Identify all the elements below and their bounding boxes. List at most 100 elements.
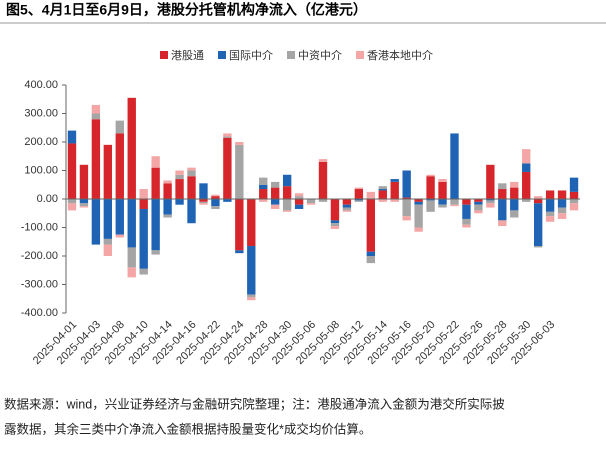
legend-label: 中资中介 [298, 49, 342, 62]
bar [282, 210, 292, 212]
bar [486, 199, 495, 201]
y-tick-label: -200.00 [21, 250, 58, 262]
bar [139, 199, 148, 209]
bar [282, 199, 292, 211]
bar [366, 199, 375, 252]
bar [306, 199, 316, 204]
bar [151, 199, 160, 251]
bar [247, 294, 256, 298]
bar [426, 199, 435, 201]
bar [462, 218, 471, 225]
bar [330, 220, 340, 224]
bar [569, 203, 579, 211]
bar [330, 223, 340, 227]
bar [414, 204, 423, 228]
bar [402, 216, 411, 221]
bar [294, 204, 304, 209]
bar [569, 177, 579, 192]
bar [223, 133, 232, 137]
bar [474, 201, 483, 205]
bar [91, 199, 101, 245]
bar [378, 189, 387, 191]
bar [533, 199, 543, 204]
y-tick-label: 100.00 [24, 164, 58, 176]
bar [462, 204, 471, 219]
bar [115, 234, 124, 238]
bar [342, 210, 352, 212]
chart-title: 图5、4月1日至6月9日，港股分托管机构净流入（亿港元） [6, 2, 367, 18]
bar [498, 199, 507, 221]
bar [271, 199, 280, 205]
legend-swatch [356, 51, 364, 59]
bar [438, 181, 447, 199]
bar [510, 187, 519, 199]
bar [79, 164, 89, 199]
bar [450, 204, 459, 207]
bar [163, 199, 172, 215]
bar [510, 199, 519, 211]
bar [115, 199, 124, 235]
bar [414, 227, 423, 232]
bar [366, 251, 375, 256]
bar [199, 183, 208, 199]
bar [163, 180, 172, 184]
bar [402, 170, 411, 198]
bar [557, 190, 567, 199]
bar [91, 104, 101, 114]
bar [79, 199, 89, 204]
bar [187, 176, 196, 199]
bar [318, 199, 328, 202]
bar [294, 196, 304, 199]
bar [330, 199, 340, 221]
bar [354, 200, 364, 202]
bar [103, 238, 113, 245]
bar [259, 189, 268, 199]
bar [103, 244, 113, 256]
bar [474, 199, 483, 202]
bar [533, 246, 543, 248]
bar [498, 220, 507, 227]
bar [545, 211, 555, 217]
bar [139, 268, 148, 275]
bar [414, 201, 423, 205]
note: 数据来源：wind，兴业证券经济与金融研究院整理；注：港股通净流入金额为港交所实… [4, 396, 505, 411]
bar [522, 199, 531, 202]
bar [79, 206, 89, 208]
bar [235, 250, 244, 254]
bar [199, 199, 208, 202]
bar [127, 247, 136, 268]
bar [438, 199, 447, 205]
bar [426, 176, 435, 199]
legend-label: 香港本地中介 [367, 48, 433, 62]
bar [522, 149, 531, 164]
bar [199, 203, 208, 205]
bar [163, 183, 172, 199]
bar [569, 191, 579, 199]
bar [103, 144, 113, 199]
bar [533, 196, 543, 199]
bar [402, 199, 411, 217]
bar [318, 159, 328, 162]
bar [354, 199, 364, 201]
y-tick-label: 0.00 [37, 193, 58, 205]
bar [151, 156, 160, 168]
bar [187, 167, 196, 171]
bar [522, 163, 531, 172]
bar [67, 203, 77, 211]
bar [91, 119, 101, 199]
bar [211, 199, 220, 207]
bar [163, 214, 172, 218]
bar [557, 213, 567, 219]
bar [354, 187, 364, 190]
bar [67, 143, 77, 199]
bar [259, 184, 268, 190]
bar [330, 226, 340, 229]
y-tick-label: -300.00 [21, 278, 58, 290]
bar [366, 191, 375, 199]
bar [139, 208, 148, 269]
bar [235, 142, 244, 145]
bar [282, 186, 292, 199]
bar [426, 174, 435, 177]
note: 露数据，其余三类中介净流入金额根据持股量变化*成交均价估算。 [4, 421, 371, 436]
bar [498, 189, 507, 199]
